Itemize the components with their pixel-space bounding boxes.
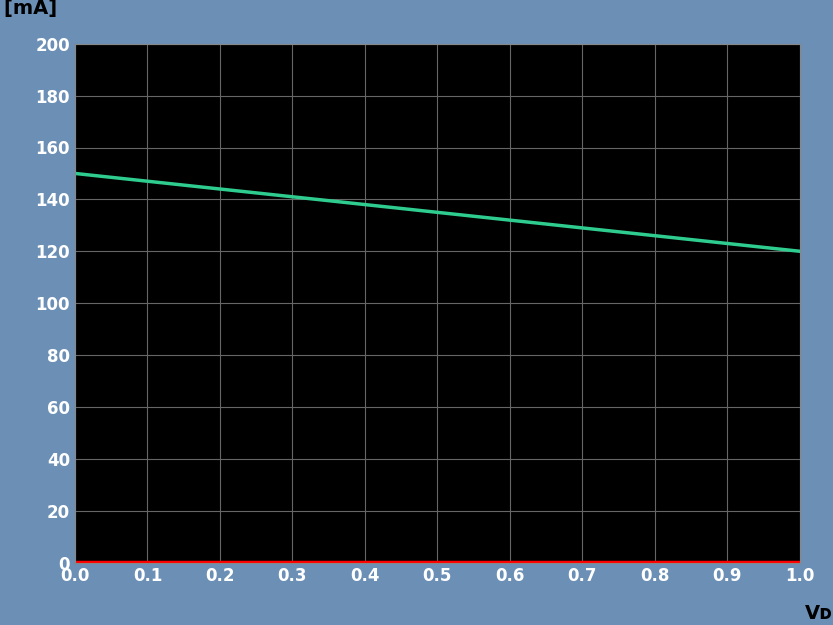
Y-axis label: Iᴅ [mA]: Iᴅ [mA] (0, 0, 57, 18)
X-axis label: Vᴅ[V]: Vᴅ[V] (806, 604, 833, 623)
